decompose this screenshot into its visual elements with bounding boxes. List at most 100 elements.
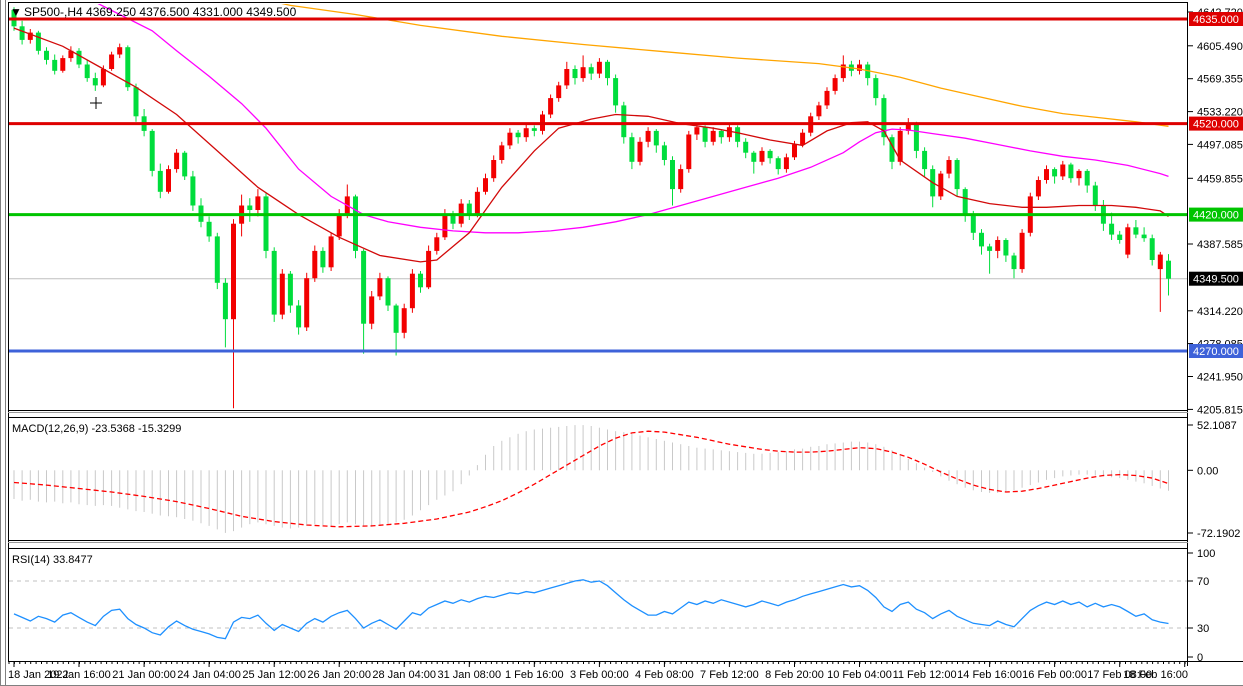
candle [393, 303, 399, 356]
candle [881, 94, 887, 146]
time-axis-label: 3 Feb 00:00 [570, 669, 629, 681]
rsi-axis: 100 70 30 0 [1188, 548, 1215, 664]
svg-text:4420.000: 4420.000 [1193, 210, 1239, 222]
price-axis-label: 4533.220 [1197, 107, 1243, 119]
candle [800, 129, 806, 148]
candle [979, 229, 984, 255]
time-axis-label: 24 Jan 04:00 [177, 669, 241, 681]
candle [1133, 220, 1139, 239]
macd-signal-line [13, 430, 1169, 528]
candle [613, 74, 619, 113]
price-badge: 4349.500 [1189, 271, 1243, 286]
symbol-dropdown-icon[interactable]: ▼ [10, 5, 22, 19]
time-axis-label: 10 Feb 04:00 [827, 669, 892, 681]
candle [157, 163, 163, 199]
candle [922, 147, 928, 177]
candle [320, 247, 326, 273]
candle [206, 216, 212, 242]
rsi-axis-label: 30 [1197, 623, 1209, 635]
candle [1060, 160, 1066, 180]
svg-text:4270.000: 4270.000 [1193, 346, 1239, 358]
candle [418, 271, 423, 293]
candle [328, 232, 334, 271]
candle [271, 247, 277, 322]
candle [68, 46, 74, 62]
price-axis-label: 4497.085 [1197, 139, 1243, 151]
candle [580, 55, 586, 82]
candle [1125, 223, 1131, 259]
candle [1166, 254, 1171, 296]
candle [670, 156, 675, 206]
candle [1011, 252, 1017, 279]
time-axis-label: 31 Jan 08:00 [437, 669, 501, 681]
candle [304, 272, 310, 331]
candle [726, 122, 732, 142]
candle [84, 59, 90, 82]
price-badge: 4635.000 [1189, 12, 1243, 26]
candle [190, 170, 196, 211]
candle [710, 127, 716, 146]
candle [76, 48, 82, 69]
candle [743, 138, 749, 159]
candle [678, 164, 684, 193]
candle [889, 134, 895, 170]
candle [759, 147, 765, 166]
candle [995, 236, 1001, 259]
candle [840, 55, 846, 82]
candle [491, 155, 497, 182]
candle [564, 61, 570, 89]
candle [35, 30, 41, 55]
candle [816, 101, 822, 120]
time-axis-label: 21 Jan 00:00 [112, 669, 176, 681]
candle [92, 72, 98, 91]
candle [702, 125, 708, 148]
time-axis-label: 4 Feb 08:00 [635, 669, 694, 681]
candle [182, 150, 188, 180]
candle [629, 132, 635, 170]
candle [686, 130, 692, 173]
ma-slow [281, 4, 1169, 127]
candle [661, 141, 667, 166]
candle [767, 149, 773, 164]
candle [214, 232, 220, 290]
rsi-line [13, 579, 1169, 640]
candle [1117, 230, 1123, 244]
candle [751, 150, 757, 174]
candle [353, 194, 358, 259]
price-axis: 4642.7204605.4904569.3554533.2204497.085… [1188, 7, 1243, 416]
price-axis-label: 4314.220 [1197, 306, 1243, 318]
chart-plot-area[interactable] [9, 3, 1188, 661]
candle [873, 74, 879, 106]
candle [946, 156, 952, 179]
candle [377, 272, 383, 301]
candle [572, 65, 578, 85]
time-axis-label: 25 Jan 12:00 [242, 669, 306, 681]
candle [775, 156, 781, 175]
candle [1076, 169, 1082, 186]
candle [531, 125, 537, 137]
svg-text:4520.000: 4520.000 [1193, 119, 1239, 131]
candle [1084, 169, 1090, 193]
candle [653, 129, 659, 153]
time-axis-label: 18 Jan 2022 [8, 669, 69, 681]
ma-mid [97, 4, 1169, 234]
rsi-pane [9, 579, 1187, 640]
candle [499, 141, 505, 164]
candle [174, 149, 180, 173]
candle [1109, 212, 1115, 240]
time-axis-label: 19 Jan 16:00 [47, 669, 111, 681]
candle [263, 192, 269, 259]
candle [987, 243, 993, 274]
candle [1003, 238, 1009, 262]
candle [166, 165, 171, 194]
candle [255, 189, 261, 217]
candle [19, 20, 25, 45]
candle [222, 278, 228, 348]
price-axis-label: 4205.815 [1197, 404, 1243, 416]
candle [361, 249, 367, 354]
candle [588, 63, 594, 80]
candle [369, 291, 375, 330]
candle [385, 276, 391, 311]
macd-axis-label: 52.1087 [1197, 420, 1237, 432]
